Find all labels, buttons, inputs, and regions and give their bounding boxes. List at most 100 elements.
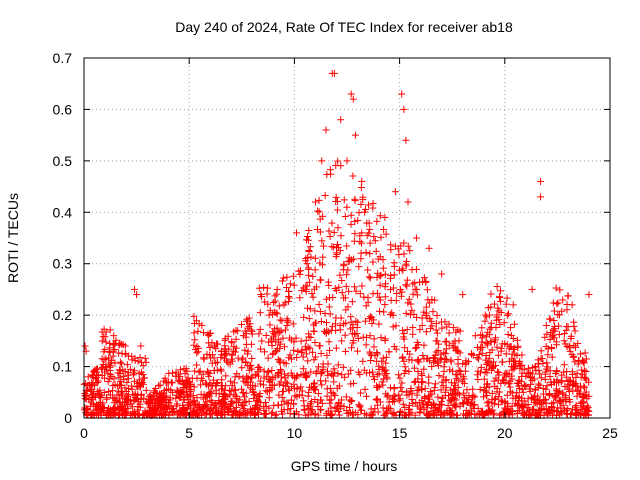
data-point <box>260 283 268 291</box>
data-point <box>124 352 132 360</box>
data-point <box>351 195 359 203</box>
data-point <box>515 397 523 405</box>
data-point <box>357 406 365 414</box>
data-point <box>340 402 348 410</box>
data-point <box>271 292 279 300</box>
data-point <box>491 300 499 308</box>
data-point <box>100 403 108 411</box>
data-point <box>340 196 348 204</box>
data-point <box>329 293 337 301</box>
data-point <box>167 386 175 394</box>
data-point <box>310 285 318 293</box>
data-point <box>106 409 114 417</box>
data-point <box>385 398 393 406</box>
data-point <box>351 131 359 139</box>
data-point <box>353 330 361 338</box>
data-point <box>541 375 549 383</box>
data-point <box>90 367 98 375</box>
data-point <box>540 405 548 413</box>
data-point <box>333 206 341 214</box>
data-point <box>247 326 255 334</box>
data-point <box>449 324 457 332</box>
data-point <box>344 370 352 378</box>
data-point <box>449 339 457 347</box>
data-point <box>210 376 218 384</box>
data-point <box>463 386 471 394</box>
data-point <box>97 365 105 373</box>
data-point <box>111 403 119 411</box>
data-point <box>287 355 295 363</box>
data-point <box>437 318 445 326</box>
data-point <box>305 271 313 279</box>
data-point <box>537 177 545 185</box>
data-point <box>224 404 232 412</box>
data-point <box>518 361 526 369</box>
data-point <box>321 309 329 317</box>
x-tick-label: 10 <box>287 425 303 441</box>
data-point <box>402 262 410 270</box>
data-point <box>478 349 486 357</box>
data-point <box>116 399 124 407</box>
data-point <box>569 405 577 413</box>
data-point <box>493 368 501 376</box>
data-point <box>366 332 374 340</box>
data-point <box>328 243 336 251</box>
data-point <box>331 320 339 328</box>
data-point <box>195 368 203 376</box>
data-point <box>160 387 168 395</box>
data-point <box>524 364 532 372</box>
data-point <box>362 248 370 256</box>
data-point <box>505 380 513 388</box>
data-point <box>521 381 529 389</box>
data-point <box>369 199 377 207</box>
data-point <box>286 410 294 418</box>
data-point <box>228 400 236 408</box>
data-point <box>276 328 284 336</box>
data-point <box>560 361 568 369</box>
data-point <box>144 400 152 408</box>
data-point <box>139 370 147 378</box>
data-point <box>488 399 496 407</box>
data-point <box>471 393 479 401</box>
data-point <box>105 387 113 395</box>
data-point <box>567 332 575 340</box>
data-point <box>390 284 398 292</box>
data-point <box>255 330 263 338</box>
data-point <box>451 344 459 352</box>
data-point <box>392 345 400 353</box>
data-point <box>213 358 221 366</box>
data-point <box>563 323 571 331</box>
data-point <box>173 411 181 419</box>
data-point <box>131 390 139 398</box>
data-point <box>548 380 556 388</box>
data-point <box>244 347 252 355</box>
data-point <box>396 395 404 403</box>
data-point <box>518 401 526 409</box>
data-point <box>221 355 229 363</box>
data-point <box>513 409 521 417</box>
data-point <box>555 331 563 339</box>
data-point <box>136 353 144 361</box>
data-point <box>410 310 418 318</box>
data-point <box>328 219 336 227</box>
data-point <box>161 406 169 414</box>
data-point <box>445 341 453 349</box>
data-point <box>373 273 381 281</box>
data-point <box>542 321 550 329</box>
data-point <box>405 295 413 303</box>
data-point <box>432 348 440 356</box>
data-point <box>308 405 316 413</box>
data-point <box>256 404 264 412</box>
data-point <box>405 411 413 419</box>
data-point <box>480 393 488 401</box>
data-point <box>221 386 229 394</box>
data-point <box>199 403 207 411</box>
data-point <box>325 303 333 311</box>
data-point <box>357 249 365 257</box>
data-point <box>217 348 225 356</box>
data-point <box>541 396 549 404</box>
data-point <box>102 338 110 346</box>
data-point <box>104 404 112 412</box>
data-point <box>379 264 387 272</box>
data-point <box>307 368 315 376</box>
